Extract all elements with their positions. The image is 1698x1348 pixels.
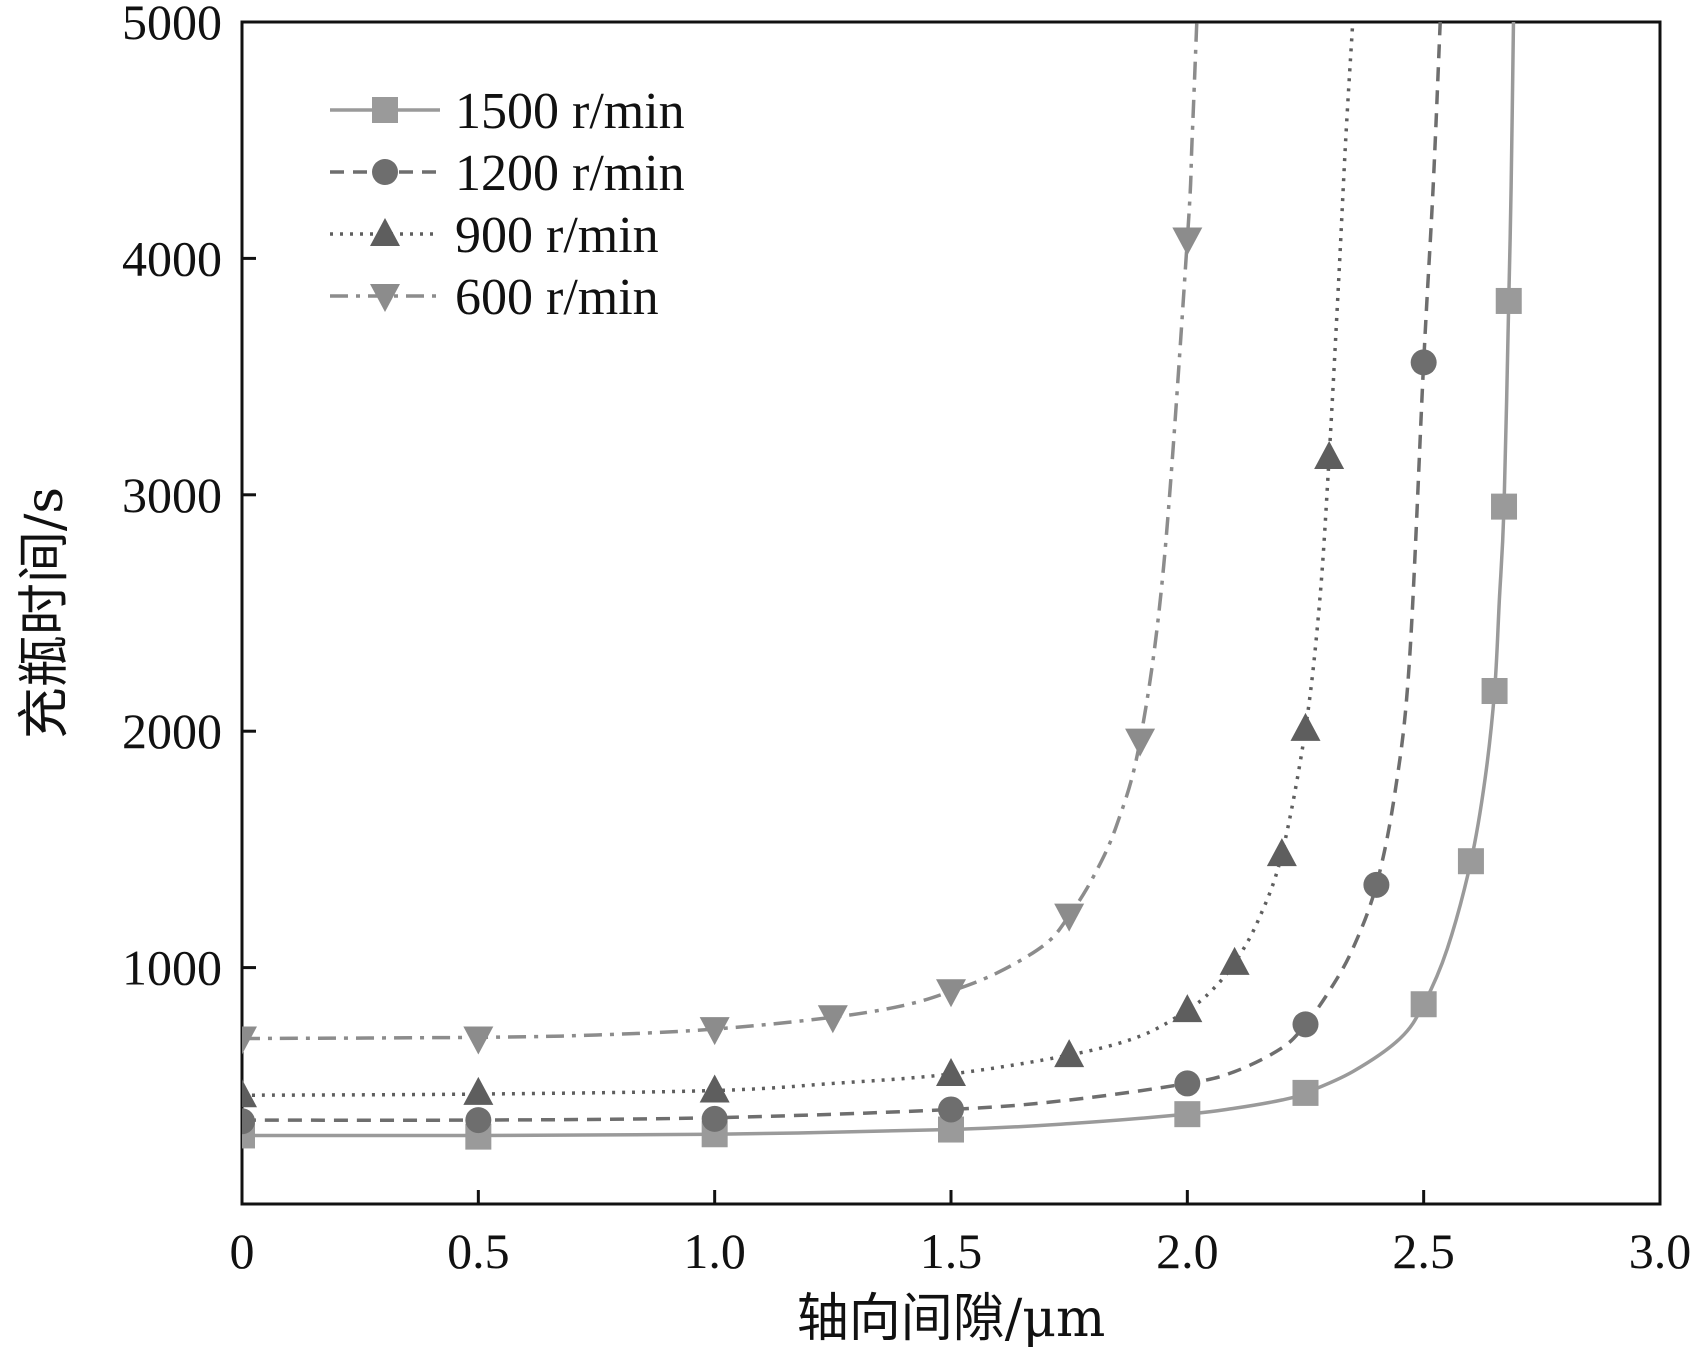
data-point (1292, 1011, 1319, 1038)
series-line-2 (242, 22, 1355, 1098)
data-point (1495, 287, 1522, 314)
data-point (1054, 903, 1085, 932)
data-point (463, 1026, 494, 1055)
data-point (242, 1026, 257, 1055)
y-tick-label: 5000 (122, 0, 222, 50)
data-point (699, 1017, 730, 1046)
x-tick-label: 1.5 (920, 1223, 983, 1279)
series-lines (242, 22, 1516, 1138)
legend-label: 600 r/min (455, 269, 659, 326)
data-point (1174, 1101, 1201, 1128)
data-point (1481, 678, 1508, 705)
x-axis-label: 轴向间隙/μm (797, 1289, 1106, 1348)
data-point (1172, 994, 1203, 1023)
y-tick-label: 4000 (122, 230, 222, 286)
data-point (1219, 946, 1250, 975)
data-point (699, 1074, 730, 1103)
data-point (1174, 1070, 1201, 1097)
data-point (1410, 349, 1437, 376)
data-point (936, 1057, 966, 1086)
data-point (938, 1096, 964, 1123)
legend-marker (370, 284, 400, 312)
y-tick-label: 3000 (122, 467, 222, 523)
x-tick-label: 2.0 (1156, 1223, 1219, 1279)
y-tick-label: 2000 (122, 703, 222, 759)
x-tick-label: 2.5 (1392, 1223, 1455, 1279)
data-point (1054, 1039, 1085, 1068)
data-point (1363, 871, 1390, 898)
legend-marker (372, 97, 398, 123)
data-point (242, 1079, 257, 1108)
data-point (1491, 493, 1518, 520)
legend-label: 900 r/min (455, 207, 659, 264)
x-tick-label: 0.5 (447, 1223, 510, 1279)
data-point (1290, 712, 1321, 741)
data-point (242, 1108, 255, 1135)
legend-label: 1200 r/min (455, 145, 685, 202)
data-point (817, 1005, 848, 1034)
data-point (1314, 440, 1345, 469)
data-point (1172, 227, 1203, 256)
data-point (1457, 848, 1484, 875)
data-point (1266, 838, 1297, 867)
x-tick-label: 1.0 (683, 1223, 746, 1279)
x-tick-label: 3.0 (1629, 1223, 1692, 1279)
data-point (1410, 991, 1437, 1018)
data-point (465, 1107, 492, 1134)
data-point (1125, 728, 1156, 757)
data-point (936, 979, 966, 1008)
series-line-0 (242, 22, 1516, 1138)
y-axis-label: 充瓶时间/s (15, 487, 75, 739)
series-markers (242, 227, 1522, 1150)
y-tick-label: 1000 (122, 940, 222, 996)
series-line-1 (242, 22, 1442, 1123)
data-point (1292, 1079, 1319, 1106)
data-point (701, 1105, 728, 1132)
x-tick-label: 0 (230, 1223, 255, 1279)
axis-ticks: 0 0.5 1.0 1.5 2.0 2.5 3.0 1000 2000 3000 4000 5000 (122, 0, 1691, 1279)
data-point (463, 1076, 494, 1105)
legend-marker (370, 218, 400, 246)
legend-marker (372, 159, 398, 185)
legend-label: 1500 r/min (455, 83, 685, 140)
